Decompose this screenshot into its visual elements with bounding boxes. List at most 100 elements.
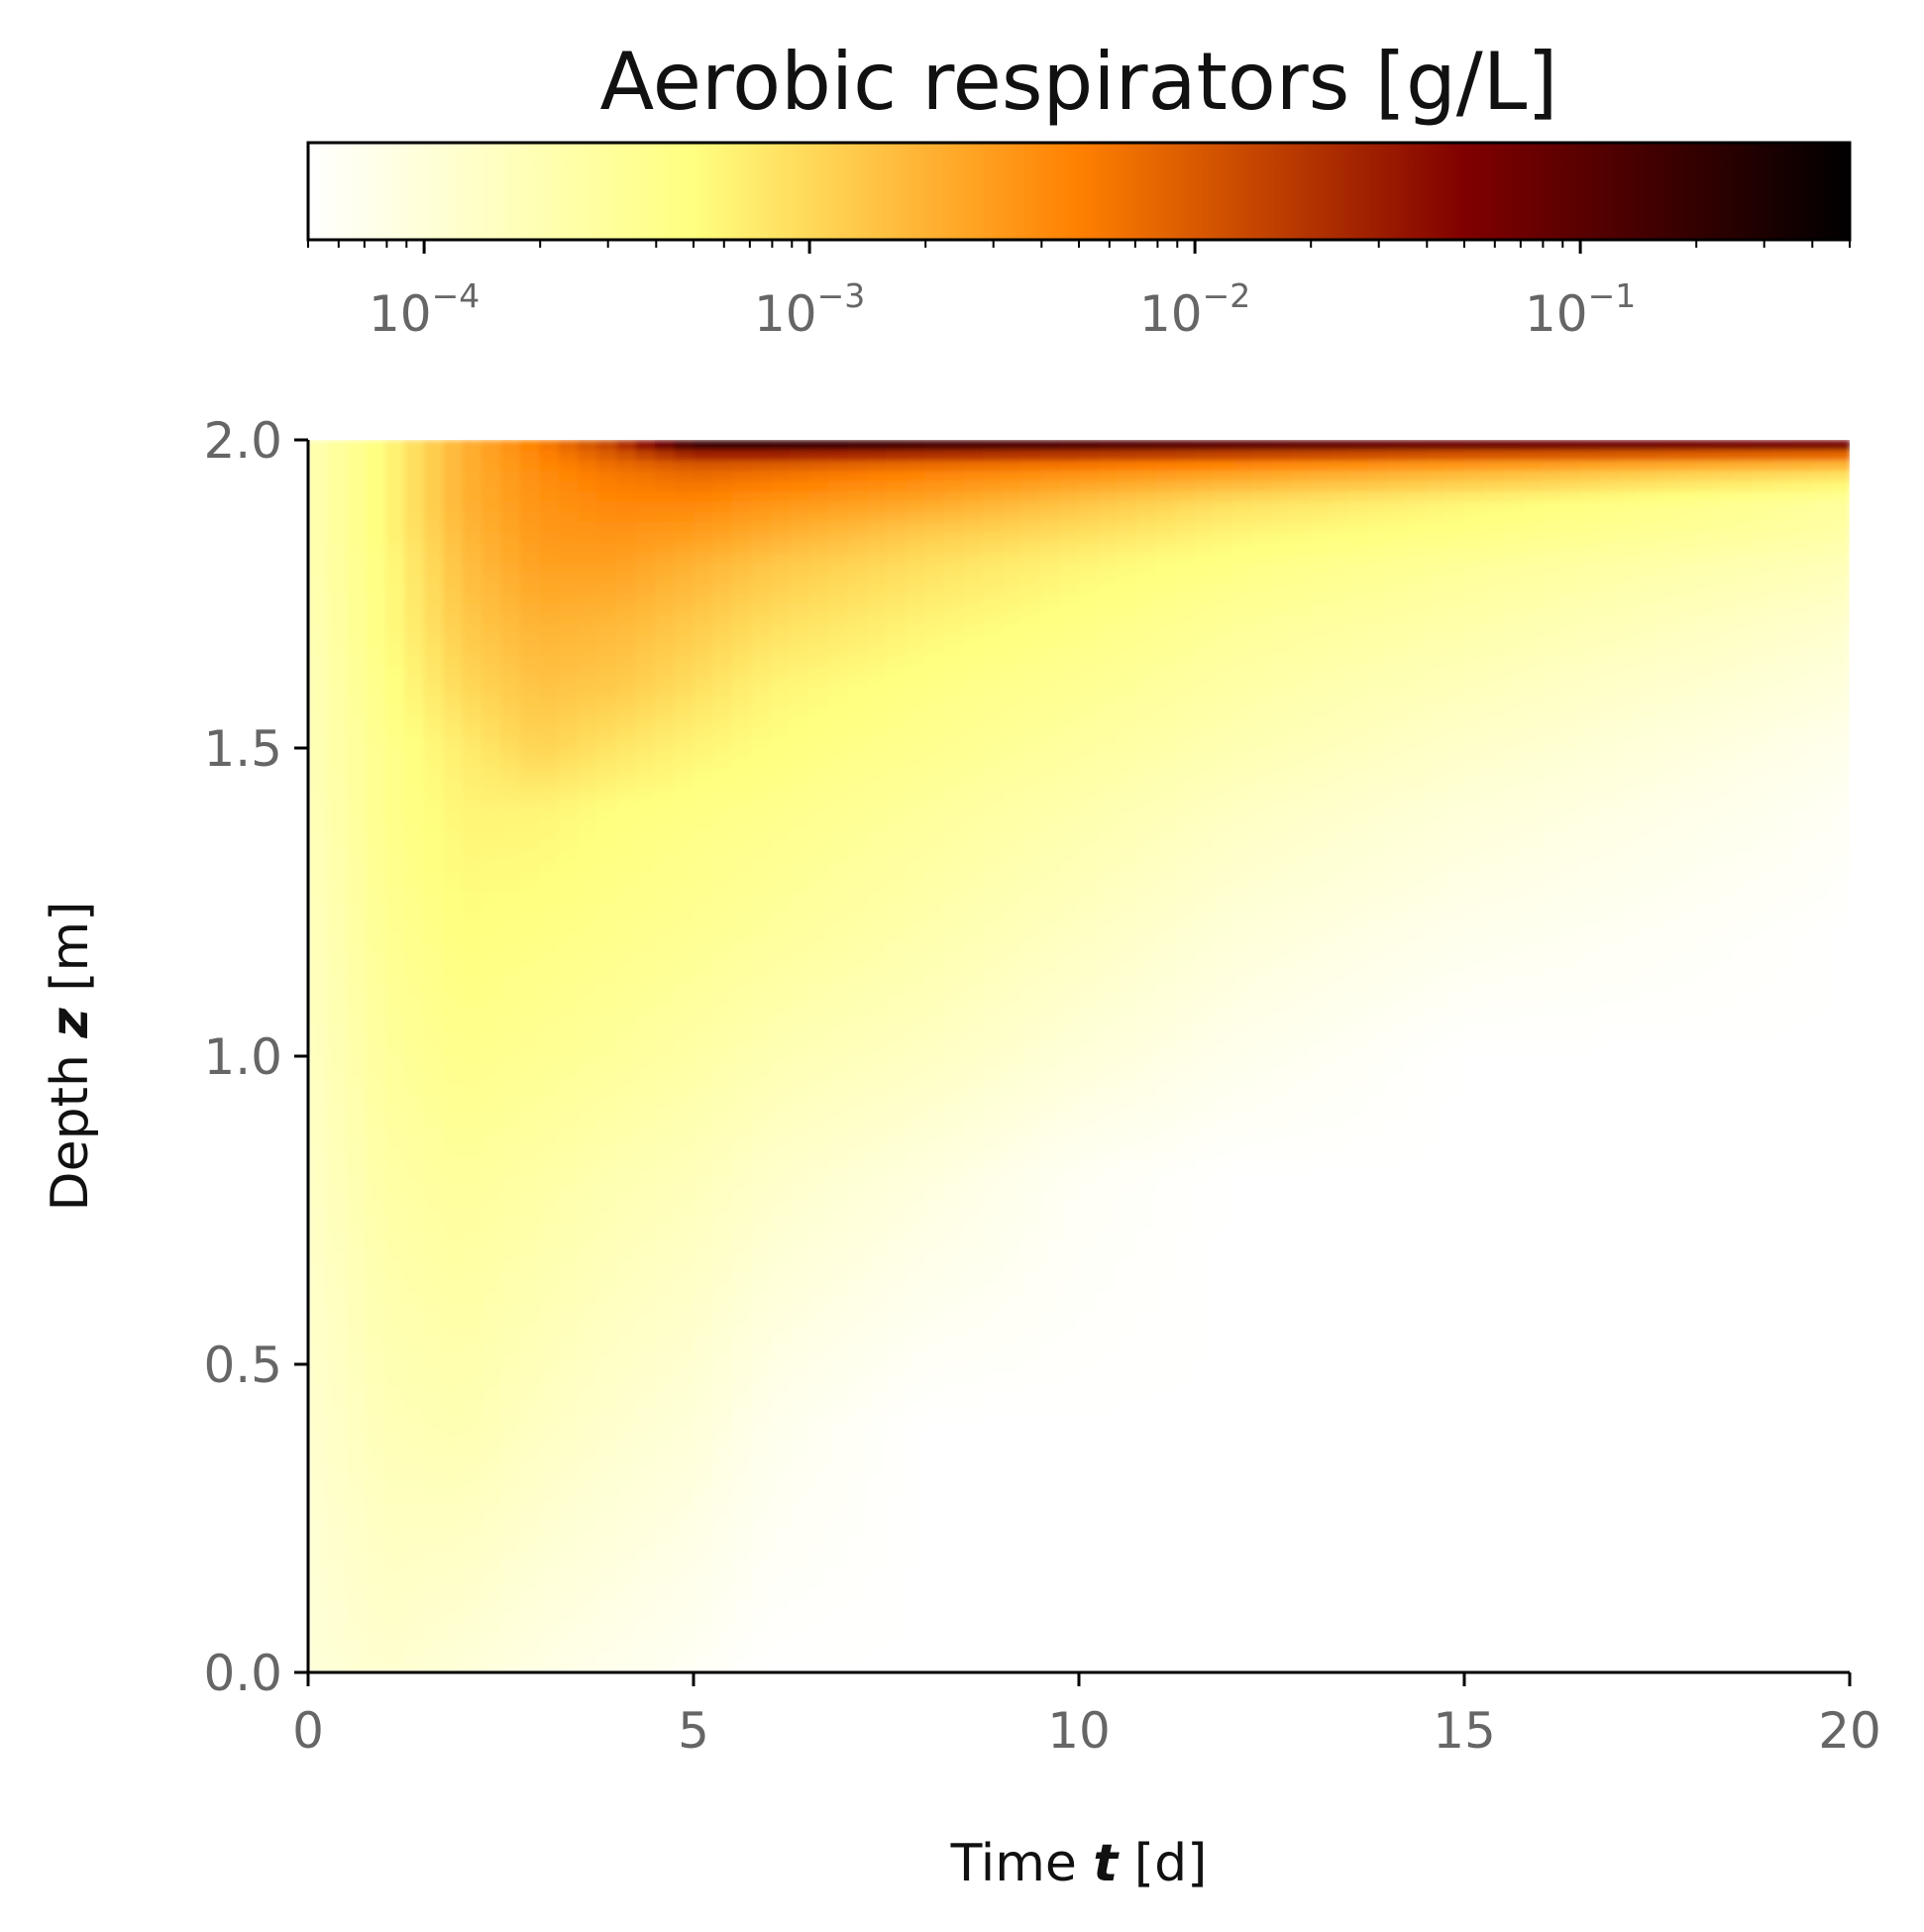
heatmap-cell bbox=[1464, 942, 1485, 955]
heatmap-cell bbox=[770, 440, 792, 452]
heatmap-cell bbox=[1232, 624, 1253, 636]
heatmap-cell bbox=[905, 758, 926, 770]
heatmap-cell bbox=[655, 953, 676, 965]
heatmap-cell bbox=[1426, 481, 1446, 492]
heatmap-cell bbox=[462, 1066, 482, 1078]
heatmap-cell bbox=[423, 676, 444, 688]
heatmap-cell bbox=[1483, 902, 1504, 913]
heatmap-cell bbox=[1657, 460, 1677, 472]
heatmap-cell bbox=[327, 553, 348, 565]
heatmap-cell bbox=[1271, 748, 1292, 760]
heatmap-cell bbox=[1040, 902, 1061, 913]
heatmap-cell bbox=[1214, 440, 1234, 452]
heatmap-cell bbox=[423, 666, 444, 678]
heatmap-cell bbox=[1695, 471, 1716, 483]
heatmap-cell bbox=[1579, 553, 1600, 565]
heatmap-cell bbox=[1657, 984, 1677, 996]
heatmap-cell bbox=[712, 511, 733, 523]
heatmap-cell bbox=[1040, 511, 1061, 523]
heatmap-cell bbox=[808, 737, 829, 749]
heatmap-cell bbox=[1406, 450, 1427, 462]
heatmap-cell bbox=[1290, 1024, 1312, 1037]
heatmap-cell bbox=[808, 1024, 829, 1037]
heatmap-cell bbox=[1252, 881, 1273, 893]
heatmap-cell bbox=[1155, 563, 1177, 575]
heatmap-cell bbox=[1271, 881, 1292, 893]
heatmap-cell bbox=[346, 563, 368, 575]
heatmap-cell bbox=[1155, 501, 1177, 513]
heatmap-cell bbox=[1310, 1066, 1331, 1078]
heatmap-cell bbox=[1599, 511, 1620, 523]
heatmap-cell bbox=[905, 850, 926, 862]
heatmap-cell bbox=[1310, 789, 1331, 801]
colorbar-tick-base: 10 bbox=[1525, 285, 1588, 343]
heatmap-cell bbox=[635, 686, 656, 698]
heatmap-cell bbox=[1214, 789, 1234, 801]
heatmap-cell bbox=[1791, 542, 1812, 554]
heatmap-cell bbox=[1020, 490, 1041, 502]
heatmap-cell bbox=[1579, 521, 1600, 534]
heatmap-cell bbox=[635, 1024, 656, 1037]
heatmap-cell bbox=[346, 460, 368, 472]
heatmap-cell bbox=[1638, 584, 1658, 595]
heatmap-cell bbox=[1657, 716, 1677, 729]
heatmap-cell bbox=[366, 892, 386, 904]
heatmap-cell bbox=[751, 542, 772, 554]
heatmap-cell bbox=[1714, 789, 1736, 801]
heatmap-cell bbox=[481, 768, 502, 780]
heatmap-cell bbox=[982, 481, 1003, 492]
heatmap-cell bbox=[423, 440, 444, 452]
heatmap-cell bbox=[327, 850, 348, 862]
heatmap-cell bbox=[1791, 840, 1812, 852]
heatmap-cell bbox=[712, 697, 733, 708]
heatmap-cell bbox=[1098, 953, 1119, 965]
heatmap-cell bbox=[1464, 716, 1485, 729]
heatmap-cell bbox=[1271, 789, 1292, 801]
heatmap-cell bbox=[404, 829, 425, 842]
heatmap-cell bbox=[1117, 490, 1138, 502]
heatmap-cell bbox=[924, 984, 945, 996]
heatmap-cell bbox=[596, 984, 617, 996]
heatmap-cell bbox=[519, 1056, 541, 1068]
heatmap-cell bbox=[808, 624, 829, 636]
heatmap-cell bbox=[423, 881, 444, 893]
heatmap-cell bbox=[1002, 871, 1022, 883]
heatmap-cell bbox=[731, 994, 753, 1006]
heatmap-cell bbox=[500, 758, 521, 770]
heatmap-cell bbox=[1020, 624, 1041, 636]
heatmap-cell bbox=[1695, 861, 1716, 873]
heatmap-cell bbox=[1830, 974, 1850, 986]
heatmap-cell bbox=[943, 603, 965, 616]
heatmap-cell bbox=[1830, 758, 1850, 770]
heatmap-cell bbox=[462, 974, 482, 986]
heatmap-cell bbox=[1175, 666, 1196, 678]
heatmap-cell bbox=[790, 779, 810, 791]
heatmap-cell bbox=[596, 768, 617, 780]
heatmap-cell bbox=[828, 521, 849, 534]
heatmap-cell bbox=[366, 686, 386, 698]
heatmap-cell bbox=[1772, 716, 1793, 729]
heatmap-cell bbox=[1695, 553, 1716, 565]
heatmap-cell bbox=[327, 450, 348, 462]
heatmap-cell bbox=[443, 902, 464, 913]
heatmap-cell bbox=[366, 1005, 386, 1017]
heatmap-cell bbox=[1136, 603, 1157, 616]
heatmap-cell bbox=[1232, 1035, 1253, 1047]
heatmap-cell bbox=[712, 881, 733, 893]
heatmap-cell bbox=[539, 1056, 560, 1068]
heatmap-cell bbox=[847, 840, 868, 852]
heatmap-cell bbox=[1194, 1045, 1215, 1057]
heatmap-cell bbox=[443, 697, 464, 708]
heatmap-cell bbox=[655, 758, 676, 770]
heatmap-cell bbox=[596, 471, 617, 483]
heatmap-cell bbox=[1117, 758, 1138, 770]
heatmap-cell bbox=[616, 809, 637, 821]
heatmap-cell bbox=[712, 1035, 733, 1047]
heatmap-cell bbox=[924, 789, 945, 801]
heatmap-cell bbox=[1310, 809, 1331, 821]
heatmap-cell bbox=[847, 932, 868, 944]
heatmap-cell bbox=[1791, 809, 1812, 821]
heatmap-cell bbox=[1830, 809, 1850, 821]
heatmap-cell bbox=[1541, 932, 1562, 944]
heatmap-cell bbox=[1002, 809, 1022, 821]
